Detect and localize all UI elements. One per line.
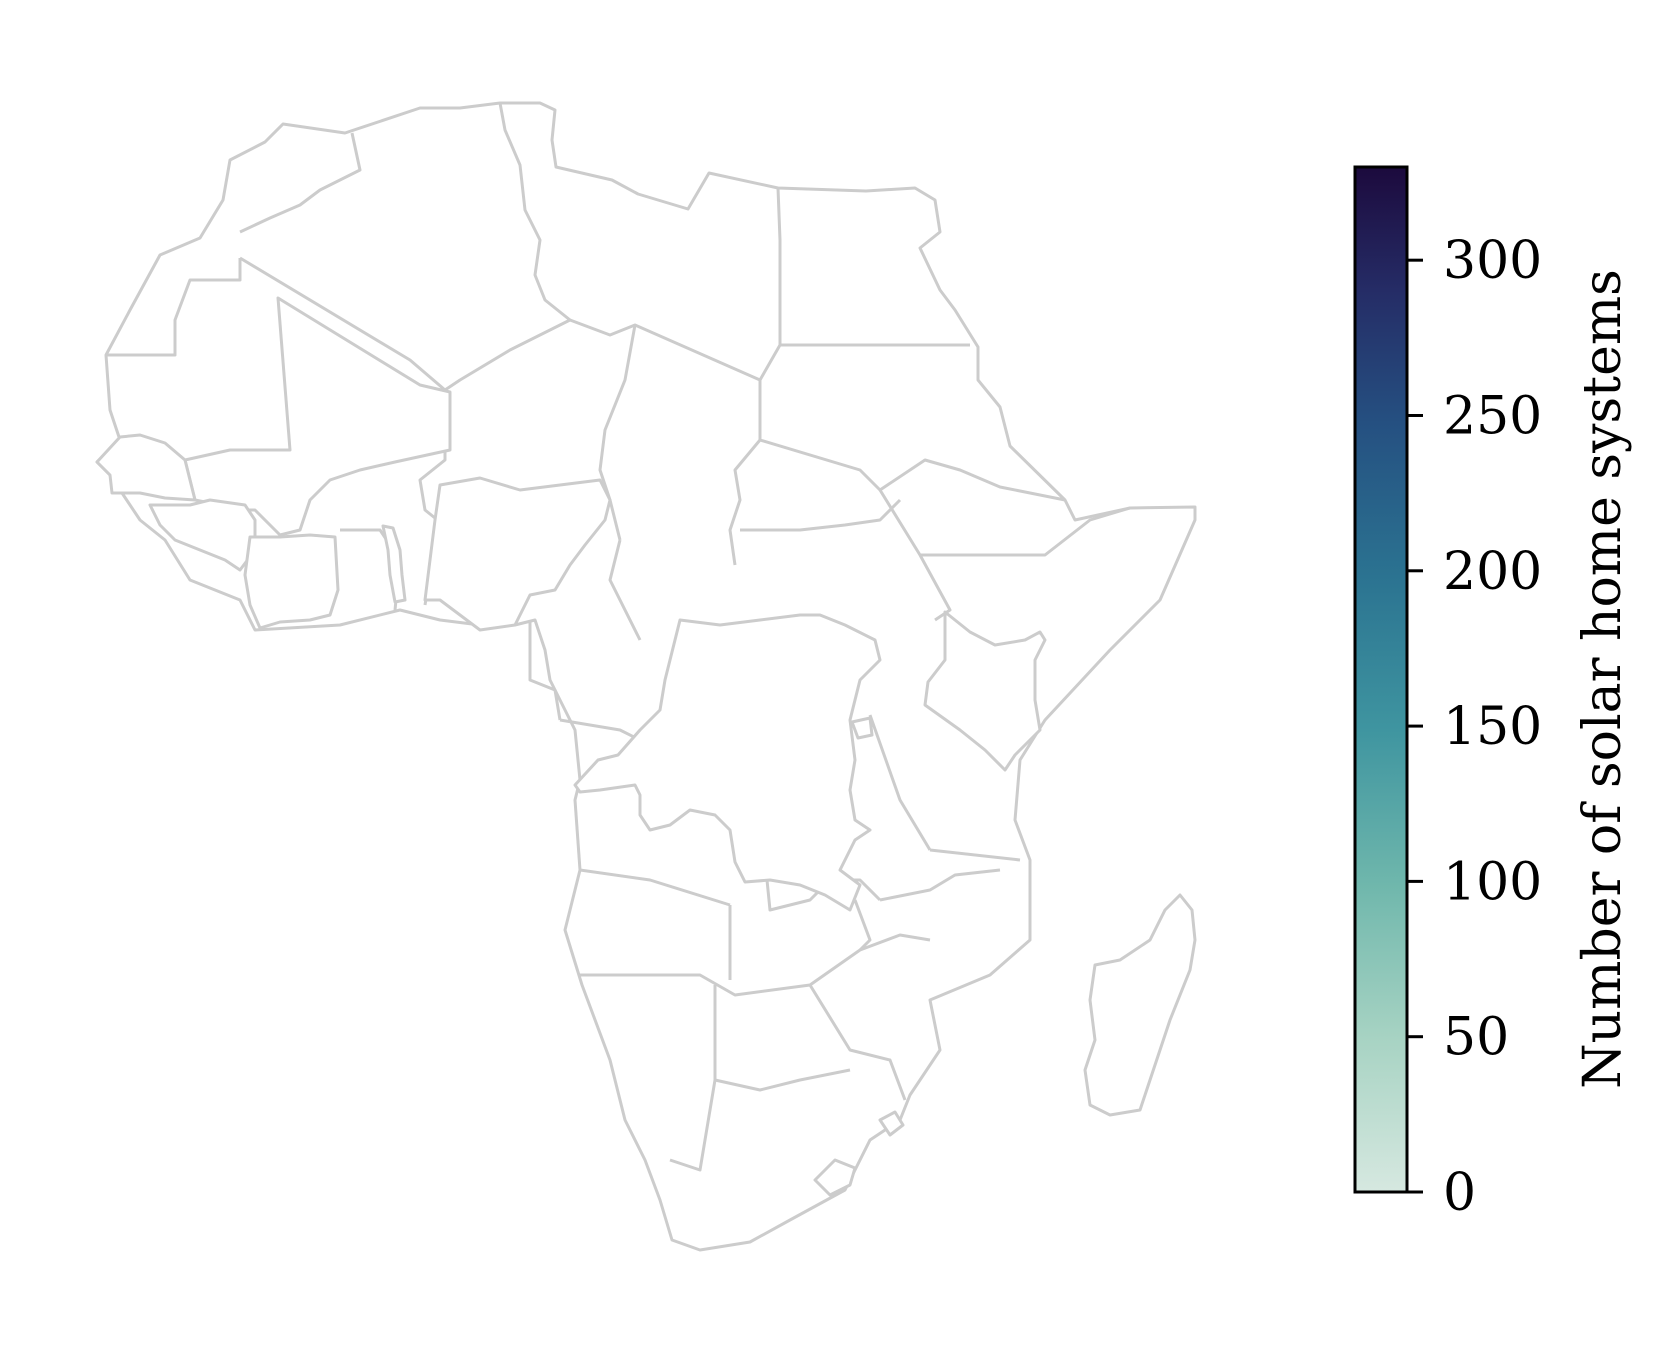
- swaziland: [878, 1110, 905, 1137]
- country-mali: [183, 296, 452, 537]
- country-ivory-coast: [243, 533, 340, 630]
- colorbar-ticks: 0 50 100 150 200 250 300: [1407, 231, 1542, 1223]
- africa-map: [95, 101, 1197, 1252]
- country-dr-congo: [573, 613, 882, 912]
- colorbar-tick-label: 150: [1443, 697, 1542, 757]
- colorbar-tick-label: 250: [1443, 386, 1542, 446]
- colorbar-tick-label: 100: [1443, 852, 1542, 912]
- country-nigeria: [423, 476, 612, 632]
- country-kenya: [923, 610, 1047, 772]
- colorbar-tick-label: 200: [1443, 542, 1542, 602]
- country-senegal: [95, 433, 197, 502]
- colorbar-tick-label: 300: [1443, 231, 1542, 291]
- country-uganda-patch: [850, 716, 874, 740]
- lesotho: [813, 1158, 857, 1197]
- country-togo: [381, 524, 407, 604]
- colorbar: 0 50 100 150 200 250 300 Number of solar home …: [1353, 165, 1633, 1223]
- colorbar-tick-label: 50: [1443, 1008, 1509, 1068]
- madagascar: [1083, 893, 1197, 1117]
- colorbar-gradient: [1353, 165, 1409, 1194]
- colorbar-label: Number of solar home systems: [1573, 269, 1633, 1089]
- colorbar-tick-label: 0: [1443, 1163, 1476, 1223]
